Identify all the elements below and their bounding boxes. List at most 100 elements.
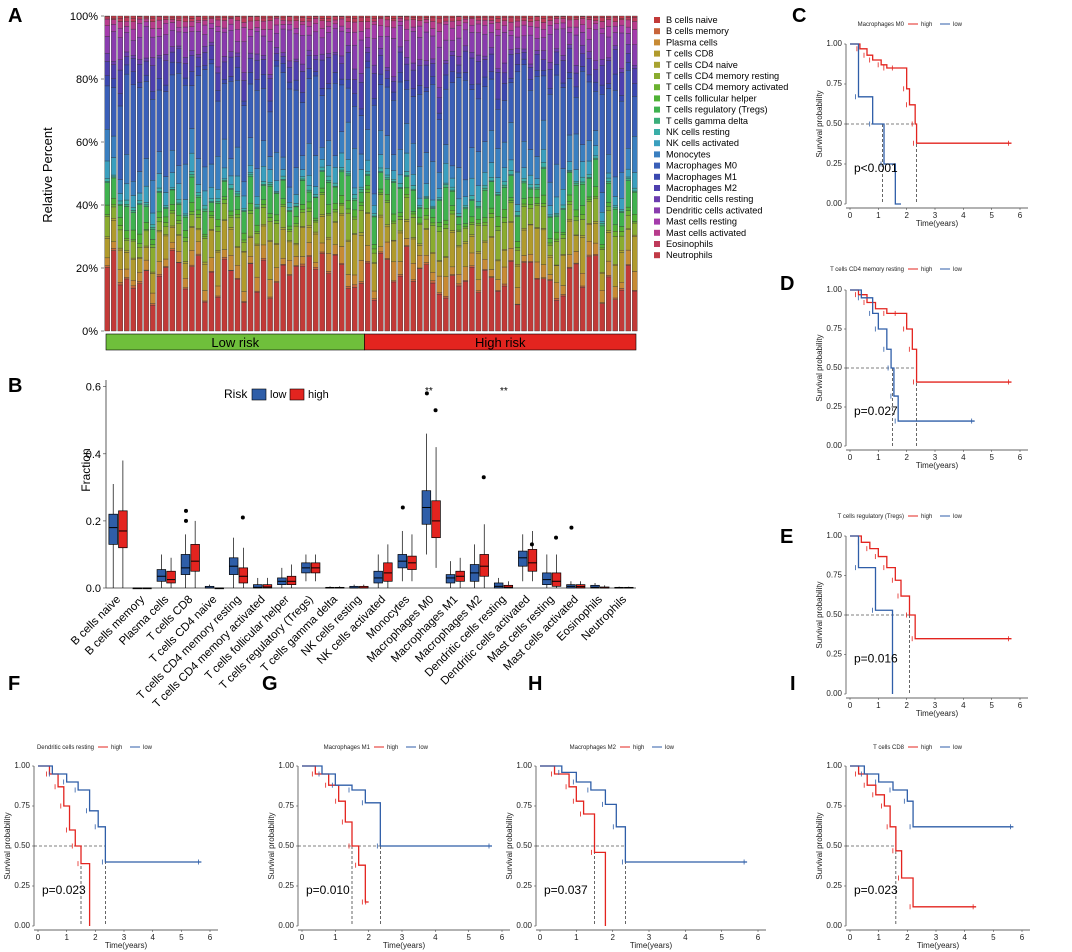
km-ylabel: Survival probability <box>3 812 12 879</box>
stack-segment <box>137 243 143 248</box>
stack-segment <box>150 227 156 230</box>
stack-segment <box>247 202 254 211</box>
km-xlabel: Time(years) <box>916 219 959 228</box>
stack-segment <box>124 183 130 201</box>
legend-swatch <box>654 106 660 113</box>
stack-segment <box>488 17 495 21</box>
stack-segment <box>632 15 638 18</box>
stack-segment <box>202 238 208 263</box>
stack-segment <box>306 227 312 243</box>
stack-segment <box>482 241 488 260</box>
stack-segment <box>215 251 221 287</box>
stack-segment <box>605 276 612 332</box>
stack-segment <box>586 241 592 256</box>
stack-segment <box>547 205 553 216</box>
stack-segment <box>143 230 150 247</box>
stack-segment <box>482 24 488 35</box>
stack-segment <box>254 276 260 292</box>
stack-segment <box>306 55 312 69</box>
km-legend-low: low <box>953 267 963 273</box>
km-xtick: 2 <box>904 211 909 220</box>
legend-label: T cells CD8 <box>666 49 713 59</box>
stack-segment <box>215 219 221 227</box>
stack-segment <box>325 236 332 240</box>
km-xtick: 6 <box>1018 211 1023 220</box>
stack-segment <box>384 202 390 225</box>
stack-segment <box>462 179 469 197</box>
stack-segment <box>612 176 618 197</box>
stacked-bar <box>137 15 143 332</box>
stacked-bar <box>254 15 260 332</box>
panel-b-ytick: 0.0 <box>86 583 101 595</box>
km-ytick: 0.00 <box>516 921 532 930</box>
stack-segment <box>312 194 319 198</box>
stack-segment <box>195 253 202 256</box>
stack-segment <box>632 191 638 215</box>
stack-segment <box>540 162 547 168</box>
stack-segment <box>482 15 488 18</box>
stack-segment <box>338 152 345 168</box>
stack-segment <box>553 299 560 332</box>
stack-segment <box>163 54 169 61</box>
stack-segment <box>482 225 488 242</box>
stack-segment <box>508 222 514 249</box>
stack-segment <box>619 209 625 212</box>
stack-segment <box>599 225 605 245</box>
stack-segment <box>579 53 586 67</box>
km-ytick: 0.75 <box>278 801 294 810</box>
stacked-bar <box>417 15 423 332</box>
stack-segment <box>169 210 176 214</box>
stack-segment <box>540 22 547 30</box>
stack-segment <box>260 225 267 246</box>
stack-segment <box>612 207 618 210</box>
stacked-bar <box>443 15 449 332</box>
stack-segment <box>560 208 566 210</box>
stack-segment <box>560 209 566 233</box>
stack-segment <box>365 21 371 30</box>
stack-segment <box>521 58 527 65</box>
stack-segment <box>449 39 456 52</box>
stacked-bar <box>293 15 299 332</box>
km-xtick: 1 <box>333 933 338 942</box>
stack-segment <box>462 227 469 242</box>
stacked-bar <box>189 15 195 332</box>
stack-segment <box>397 174 404 184</box>
stack-segment <box>163 84 169 92</box>
km-pvalue: p=0.027 <box>854 404 898 418</box>
stack-segment <box>228 217 234 228</box>
stack-segment <box>605 275 612 278</box>
stack-segment <box>469 265 475 268</box>
stack-segment <box>247 137 254 166</box>
stack-segment <box>488 177 495 182</box>
stack-segment <box>215 285 221 297</box>
legend-label: NK cells resting <box>666 127 730 137</box>
stack-segment <box>137 16 143 20</box>
stack-segment <box>325 140 332 166</box>
stack-segment <box>404 63 410 81</box>
stack-segment <box>124 277 130 280</box>
stack-segment <box>338 214 345 247</box>
stack-segment <box>111 135 117 158</box>
stack-segment <box>163 208 169 218</box>
stack-segment <box>156 276 163 332</box>
stack-segment <box>267 29 273 42</box>
stack-segment <box>397 216 404 220</box>
stack-segment <box>371 248 377 254</box>
stack-segment <box>358 81 364 110</box>
stack-segment <box>612 209 618 225</box>
stack-segment <box>612 21 618 27</box>
stack-segment <box>527 224 534 255</box>
stack-segment <box>579 235 586 238</box>
stack-segment <box>306 189 312 193</box>
stack-segment <box>410 263 417 280</box>
stack-segment <box>365 37 371 48</box>
box-outlier <box>529 542 534 547</box>
stack-segment <box>254 59 260 80</box>
stack-segment <box>612 32 618 46</box>
km-xtick: 2 <box>905 933 910 942</box>
stack-segment <box>527 197 534 205</box>
stack-segment <box>195 54 202 58</box>
stack-segment <box>553 28 560 50</box>
stack-segment <box>586 196 592 200</box>
stack-segment <box>345 288 351 332</box>
